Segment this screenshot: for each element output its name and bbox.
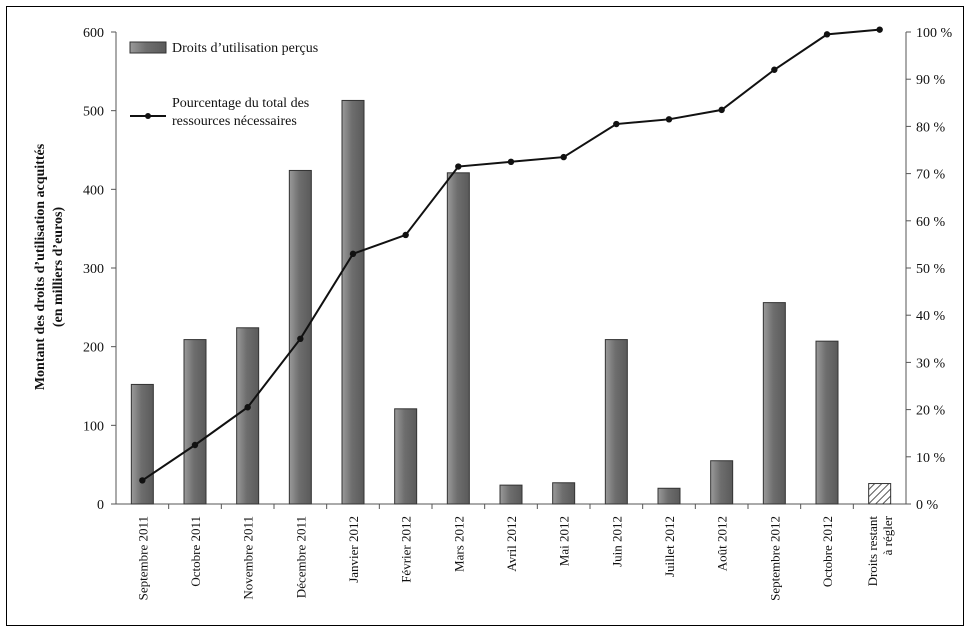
bar [710, 460, 734, 505]
bar [183, 339, 207, 505]
x-tick-label: à régler [880, 515, 895, 555]
bar [762, 302, 786, 505]
legend: Droits d’utilisation perçus Pourcentage … [129, 41, 318, 129]
line-point [876, 26, 883, 33]
y-left-tick-label: 300 [83, 262, 104, 277]
bar [499, 484, 523, 505]
line-point [560, 153, 567, 161]
line-point [349, 250, 357, 258]
line-point [297, 335, 304, 342]
y-right-tick-label: 10 % [916, 451, 946, 466]
x-tick-label: Juillet 2012 [662, 516, 677, 577]
line-point [402, 231, 409, 239]
legend-line-marker [145, 113, 151, 119]
x-tick-label: Mars 2012 [451, 516, 466, 572]
line-point [665, 116, 673, 123]
y-right-tick-label: 70 % [916, 168, 946, 183]
x-tick-label: Février 2012 [399, 516, 414, 583]
x-tick-label: Novembre 2011 [241, 516, 256, 600]
line-point [507, 158, 515, 165]
line-point [823, 31, 831, 38]
x-tick-label: Juin 2012 [609, 516, 624, 567]
y-left-tick-label: 400 [83, 183, 104, 198]
y-right-tick-label: 60 % [916, 215, 946, 230]
x-tick-label: Septembre 2012 [767, 516, 782, 601]
y-left-tick-label: 200 [83, 341, 104, 356]
legend-bar-label: Droits d’utilisation perçus [172, 41, 318, 56]
y-left-tick-label: 100 [83, 419, 104, 434]
bar [657, 487, 681, 505]
line-point [718, 106, 725, 114]
y-right-tick-label: 90 % [916, 73, 946, 88]
chart-frame [6, 6, 964, 626]
y-left-tick-label: 500 [83, 105, 104, 120]
bar [236, 327, 260, 505]
legend-bar-swatch [129, 41, 167, 54]
line-point [191, 441, 199, 449]
line-point [613, 120, 620, 128]
x-tick-label: Août 2012 [715, 516, 730, 571]
bar [341, 99, 365, 505]
x-tick-label: Janvier 2012 [346, 516, 361, 583]
y-right-tick-label: 80 % [916, 120, 946, 135]
x-tick-label: Septembre 2011 [135, 516, 150, 600]
y-right-tick-label: 30 % [916, 356, 946, 371]
x-tick-label: Droits restant [865, 516, 880, 587]
bar [394, 408, 418, 505]
y-left-tick-label: 0 [97, 498, 104, 513]
y-right-tick-label: 100 % [916, 26, 953, 41]
line-point [771, 66, 778, 73]
x-tick-label: Décembre 2011 [293, 516, 308, 598]
bar [446, 172, 470, 505]
x-tick-label: Octobre 2011 [188, 516, 203, 587]
line-point [139, 477, 146, 484]
y-left-tick-label: 600 [83, 26, 104, 41]
bar-hatched [868, 483, 892, 505]
line-point [455, 163, 462, 170]
bar [815, 340, 839, 505]
bar [130, 383, 154, 505]
y-axis-title-line2: (en milliers d’euros) [51, 207, 66, 328]
line-point [244, 404, 251, 411]
legend-line-label-1: Pourcentage du total des [172, 96, 309, 111]
y-axis-title-line1: Montant des droits d’utilisation acquitt… [33, 143, 48, 390]
bar [552, 482, 576, 505]
y-axis-title: Montant des droits d’utilisation acquitt… [33, 143, 66, 390]
y-right-tick-label: 20 % [916, 404, 946, 419]
y-right-tick-label: 40 % [916, 309, 946, 324]
x-tick-label: Avril 2012 [504, 516, 519, 572]
legend-line-label-2: ressources nécessaires [172, 114, 297, 129]
y-right-tick-label: 0 % [916, 498, 939, 513]
x-tick-label: Octobre 2012 [820, 516, 835, 587]
y-right-tick-label: 50 % [916, 262, 946, 277]
x-tick-label: Mai 2012 [557, 516, 572, 566]
bar [604, 339, 628, 505]
